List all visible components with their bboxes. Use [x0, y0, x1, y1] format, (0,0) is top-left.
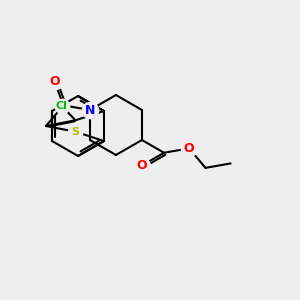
Text: S: S — [71, 127, 80, 137]
Text: O: O — [49, 75, 60, 88]
Text: N: N — [85, 103, 95, 116]
Text: O: O — [184, 142, 194, 155]
Text: Cl: Cl — [56, 101, 68, 111]
Text: O: O — [136, 159, 147, 172]
